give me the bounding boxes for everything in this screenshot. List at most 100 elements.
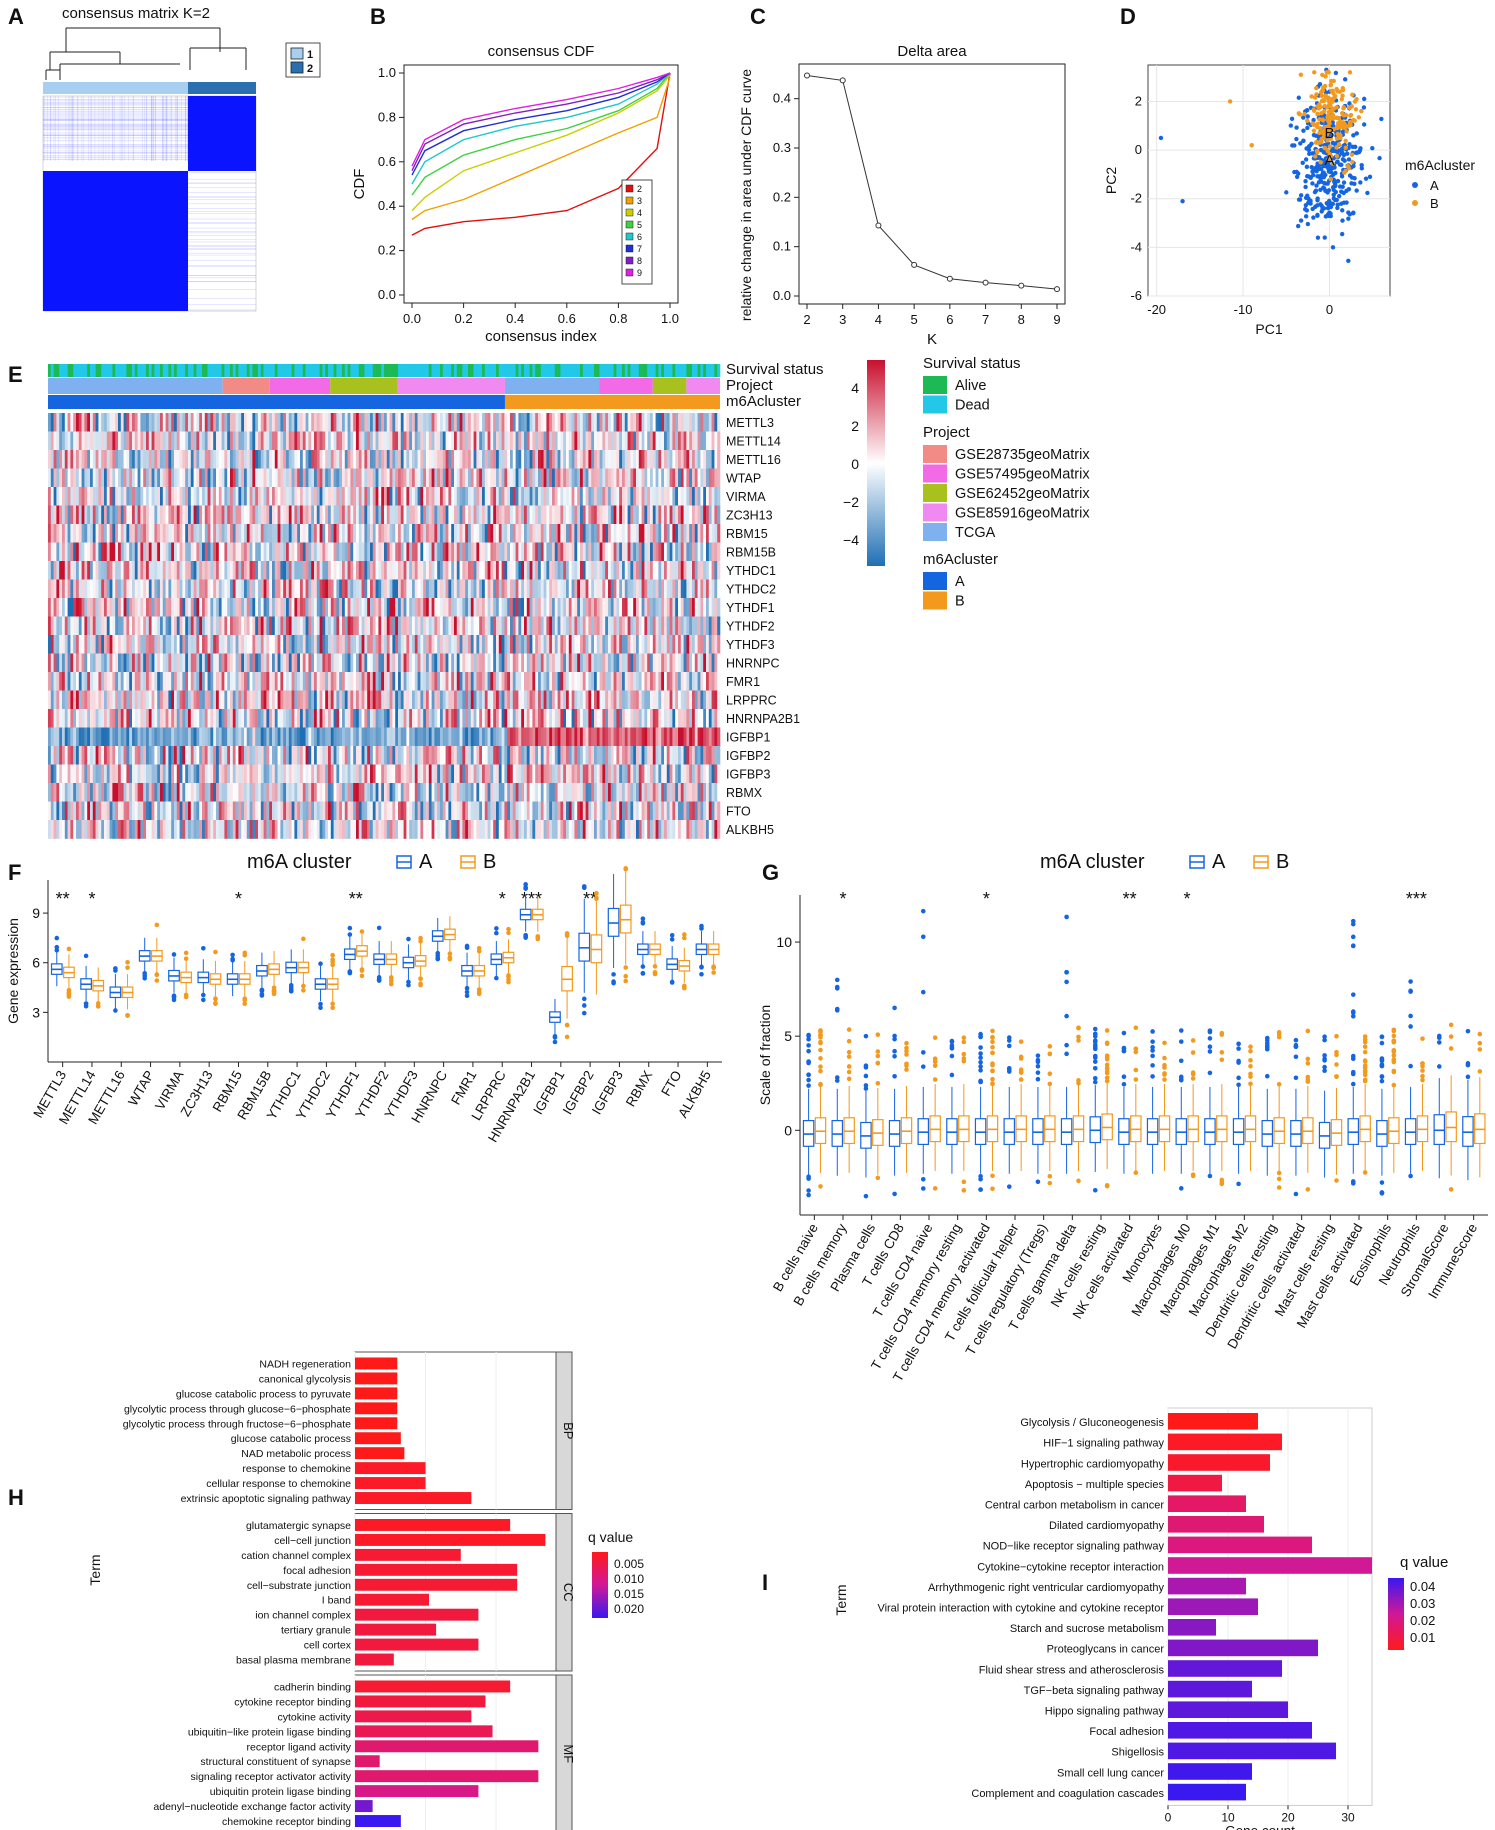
heat-cell <box>218 542 222 562</box>
centroid-label: A <box>1324 152 1334 169</box>
heat-cell <box>356 579 360 599</box>
heat-cell <box>143 431 147 451</box>
point-A <box>1353 144 1358 150</box>
heat-cell <box>221 450 225 469</box>
heat-cell <box>459 635 463 654</box>
heat-cell <box>571 635 575 654</box>
heat-cell <box>389 579 393 599</box>
heat-cell <box>599 487 603 506</box>
heat-cell <box>717 542 721 562</box>
heat-cell <box>672 450 676 469</box>
heat-cell <box>538 579 542 599</box>
heat-cell <box>221 579 225 599</box>
heat-cell <box>67 487 71 506</box>
heat-cell <box>417 413 421 432</box>
heat-cell <box>319 468 323 488</box>
heat-cell <box>689 450 693 469</box>
heat-cell <box>613 505 617 525</box>
heat-cell <box>414 598 418 617</box>
heat-cell <box>501 598 505 617</box>
heat-cell <box>504 598 508 617</box>
heat-cell <box>258 542 262 562</box>
heat-cell <box>148 524 152 543</box>
heat-cell <box>526 672 530 691</box>
heat-cell <box>244 431 248 451</box>
x-tick-label: -20 <box>1147 302 1166 317</box>
heat-cell <box>190 635 194 654</box>
survival-cell <box>470 364 474 377</box>
heat-cell <box>652 542 656 562</box>
heat-cell <box>465 505 469 525</box>
heat-cell <box>171 635 175 654</box>
heat-cell <box>689 413 693 432</box>
survival-cell <box>473 364 477 377</box>
heat-cell <box>532 524 536 543</box>
heat-cell <box>476 598 480 617</box>
heat-cell <box>521 505 525 525</box>
heat-cell <box>468 413 472 432</box>
heat-cell <box>613 579 617 599</box>
heat-cell <box>134 413 138 432</box>
heat-cell <box>412 672 416 691</box>
heat-cell <box>563 561 567 580</box>
heat-cell <box>48 468 52 488</box>
heat-cell <box>546 672 550 691</box>
survival-cell <box>683 364 687 377</box>
point-B <box>1343 145 1348 150</box>
heat-cell <box>554 561 558 580</box>
heat-cell <box>190 672 194 691</box>
heat-cell <box>448 487 452 506</box>
heat-cell <box>305 505 309 525</box>
heat-cell <box>664 487 668 506</box>
heat-cell <box>168 690 172 710</box>
heat-cell <box>664 579 668 599</box>
heat-cell <box>174 450 178 469</box>
heat-cell <box>484 431 488 451</box>
heat-cell <box>120 487 124 506</box>
heat-cell <box>543 487 547 506</box>
heat-cell <box>165 524 169 543</box>
heat-cell <box>370 690 374 710</box>
heat-cell <box>557 579 561 599</box>
heat-cell <box>644 690 648 710</box>
survival-cell <box>563 364 567 377</box>
heat-cell <box>445 487 449 506</box>
point-B <box>1318 125 1323 131</box>
heat-cell <box>87 431 91 451</box>
heat-cell <box>294 524 298 543</box>
heat-cell <box>532 468 536 488</box>
heat-cell <box>123 524 127 543</box>
heat-cell <box>703 468 707 488</box>
heat-cell <box>599 468 603 488</box>
y-tick-label: 0 <box>1135 142 1142 157</box>
heat-cell <box>224 635 228 654</box>
heat-cell <box>50 413 54 432</box>
heat-cell <box>123 450 127 469</box>
heat-cell <box>56 450 60 469</box>
heat-cell <box>59 616 63 636</box>
heat-cell <box>120 450 124 469</box>
heat-cell <box>244 561 248 580</box>
survival-cell <box>521 364 525 377</box>
heat-cell <box>101 468 105 488</box>
heat-cell <box>266 579 270 599</box>
heat-cell <box>451 672 455 691</box>
heat-cell <box>412 690 416 710</box>
heat-cell <box>176 524 180 543</box>
survival-cell <box>353 364 357 377</box>
heat-cell <box>104 598 108 617</box>
heat-cell <box>445 524 449 543</box>
heat-cell <box>297 468 301 488</box>
heat-cell <box>210 690 214 710</box>
heat-cell <box>602 450 606 469</box>
heat-cell <box>160 616 164 636</box>
heat-cell <box>608 542 612 562</box>
heat-cell <box>112 524 116 543</box>
heat-cell <box>216 653 220 673</box>
point-B <box>1311 128 1317 133</box>
heat-cell <box>521 450 525 469</box>
heat-cell <box>389 690 393 710</box>
heat-cell <box>406 598 410 617</box>
heat-cell <box>224 542 228 562</box>
heat-cell <box>627 413 631 432</box>
